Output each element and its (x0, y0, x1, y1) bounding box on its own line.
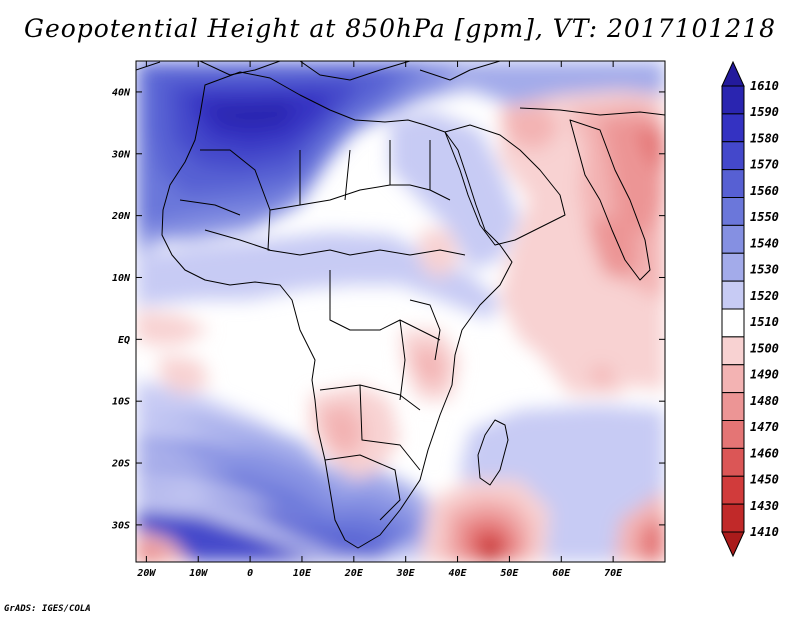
colorbar-label: 1410 (750, 525, 779, 539)
colorbar-label: 1570 (750, 158, 779, 172)
lat-label: 10N (112, 273, 131, 284)
colorbar-label: 1430 (750, 499, 779, 513)
lon-label: 20E (344, 568, 364, 579)
colorbar-label: 1520 (750, 289, 779, 303)
lon-label: 30E (396, 568, 416, 579)
latitude-axis: 40N 30N 20N 10N EQ 10S 20S 30S (111, 87, 665, 531)
lat-label: 20N (111, 211, 131, 222)
lat-label: 20S (111, 459, 130, 470)
colorbar-label: 1460 (750, 446, 779, 460)
colorbar-swatch (721, 60, 745, 87)
lat-label: EQ (118, 335, 130, 346)
colorbar-swatch (721, 252, 745, 282)
colorbar-swatch (721, 447, 745, 477)
lon-label: 70E (604, 568, 623, 579)
coastlines (136, 61, 665, 549)
colorbar: 1610 1590 1580 1570 1560 1550 1540 1530 1520 1510… (721, 60, 779, 558)
colorbar-swatch (721, 531, 745, 558)
colorbar-swatch (721, 364, 745, 394)
lat-label: 40N (112, 87, 131, 98)
chart-title: Geopotential Height at 850hPa [gpm], VT:… (23, 14, 777, 43)
lon-label: 20W (136, 568, 156, 579)
colorbar-swatch (721, 336, 745, 366)
colorbar-label: 1490 (750, 368, 779, 382)
colorbar-swatch (721, 113, 745, 143)
lon-label: 60E (552, 568, 571, 579)
height-field (136, 61, 665, 562)
lon-label: 40E (449, 568, 468, 579)
colorbar-label: 1610 (750, 79, 779, 93)
colorbar-label: 1560 (750, 184, 779, 198)
colorbar-label: 1480 (750, 394, 779, 408)
colorbar-swatch (721, 308, 745, 338)
colorbar-swatch (721, 141, 745, 171)
colorbar-swatch (721, 169, 745, 198)
colorbar-swatch (721, 392, 745, 421)
colorbar-swatch (721, 503, 745, 533)
lat-label: 30S (111, 520, 130, 531)
colorbar-swatch (721, 85, 745, 115)
colorbar-label: 1510 (750, 315, 779, 329)
map-frame (135, 60, 666, 563)
colorbar-label: 1470 (750, 420, 779, 434)
credit-text: GrADS: IGES/COLA (4, 604, 91, 614)
lon-label: 0 (247, 568, 253, 579)
longitude-axis: 20W 10W 0 10E 20E 30E 40E 50E 60E 70E (136, 61, 623, 579)
colorbar-swatch (721, 420, 745, 449)
lat-label: 30N (111, 149, 131, 160)
colorbar-swatch (721, 224, 745, 254)
colorbar-label: 1590 (750, 105, 779, 119)
lon-label: 50E (500, 568, 519, 579)
lon-label: 10W (189, 568, 208, 579)
colorbar-label: 1500 (750, 341, 779, 355)
colorbar-label: 1530 (750, 263, 779, 277)
colorbar-swatch (721, 475, 745, 505)
colorbar-swatch (721, 280, 745, 310)
colorbar-label: 1540 (750, 236, 779, 250)
colorbar-label: 1550 (750, 210, 779, 224)
colorbar-label: 1580 (750, 131, 779, 145)
lat-label: 10S (112, 397, 130, 408)
lon-label: 10E (293, 568, 312, 579)
colorbar-swatch (721, 197, 745, 226)
colorbar-label: 1450 (750, 473, 779, 487)
